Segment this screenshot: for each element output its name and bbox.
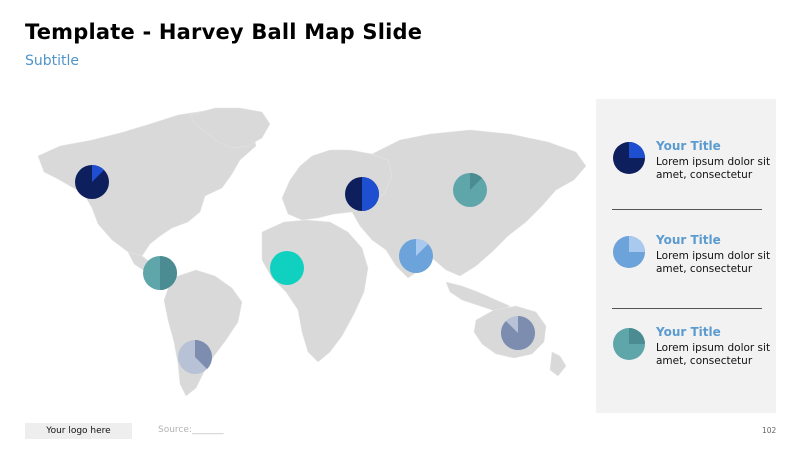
map-ball-europe [345, 177, 379, 211]
legend-item-2: Your Title Lorem ipsum dolor sit amet, c… [612, 233, 772, 293]
map-ball-west-africa-base [270, 251, 304, 285]
map-ball-europe-wedge [362, 177, 379, 211]
source-text: Source:_______ [158, 425, 224, 435]
legend-ball-1-wedge [629, 142, 645, 158]
legend-body-2: Lorem ipsum dolor sit amet, consectetur [656, 250, 771, 275]
logo-placeholder: Your logo here [25, 423, 132, 439]
map-harvey-balls [75, 165, 536, 374]
map-ball-north-america [75, 165, 109, 199]
map-ball-east-asia-wedge [470, 173, 483, 190]
south-america-shape [163, 269, 243, 397]
continents [37, 107, 587, 397]
legend-ball-3 [613, 328, 645, 360]
legend-panel: Your Title Lorem ipsum dolor sit amet, c… [596, 99, 776, 413]
new-zealand-shape [549, 351, 567, 377]
map-ball-india [399, 239, 433, 273]
map-ball-north-america-wedge [92, 165, 105, 182]
map-ball-australia [500, 316, 536, 350]
legend-item-1: Your Title Lorem ipsum dolor sit amet, c… [612, 139, 772, 199]
africa-shape [261, 219, 369, 363]
legend-divider-1 [612, 209, 762, 210]
map-ball-east-asia [453, 173, 487, 207]
legend-title-2: Your Title [656, 233, 721, 247]
legend-harvey-ball-3 [613, 328, 645, 360]
greenland-shape [189, 107, 271, 149]
slide-title: Template - Harvey Ball Map Slide [25, 20, 423, 44]
map-ball-central-america-wedge [160, 256, 177, 290]
legend-harvey-ball-1 [613, 142, 645, 174]
map-ball-central-america [143, 256, 177, 290]
map-ball-south-america [178, 340, 213, 374]
legend-ball-2-wedge [629, 236, 645, 252]
legend-harvey-ball-2 [613, 236, 645, 268]
legend-title-1: Your Title [656, 139, 721, 153]
map-ball-south-america-wedge [195, 340, 213, 370]
legend-divider-2 [612, 308, 762, 309]
legend-item-3: Your Title Lorem ipsum dolor sit amet, c… [612, 325, 772, 385]
legend-title-3: Your Title [656, 325, 721, 339]
legend-ball-3-wedge [629, 328, 645, 344]
map-ball-australia-wedge [500, 316, 536, 350]
slide-subtitle: Subtitle [25, 53, 80, 69]
legend-body-1: Lorem ipsum dolor sit amet, consectetur [656, 156, 771, 181]
north-america-shape [37, 109, 257, 257]
legend-body-3: Lorem ipsum dolor sit amet, consectetur [656, 342, 771, 367]
legend-ball-1 [613, 142, 645, 174]
southeast-asia-shape [445, 281, 511, 313]
map-ball-west-africa [270, 251, 304, 285]
map-ball-india-wedge [416, 239, 429, 256]
page-number: 102 [762, 426, 777, 435]
legend-ball-2 [613, 236, 645, 268]
